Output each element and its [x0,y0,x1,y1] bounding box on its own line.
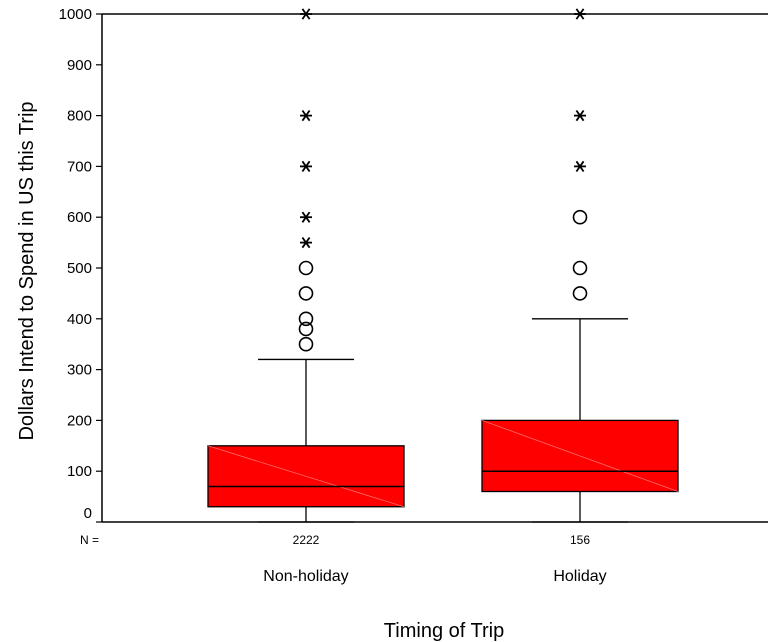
y-tick-label: 900 [67,57,92,74]
outlier-point [298,336,314,352]
n-count-label: 156 [570,533,590,547]
extreme-stroke [575,8,585,20]
y-tick-label: 200 [67,412,92,429]
extreme-stroke [301,8,311,20]
boxes [207,8,679,523]
extreme-point [574,109,586,122]
x-axis-label: Timing of Trip [384,620,504,642]
y-axis: 0 100 200 300 400 500 600 700 800 900 1000 [59,6,102,523]
extreme-point [300,8,312,20]
n-label: N = [80,533,99,547]
y-tick-label: 800 [67,108,92,125]
extreme-point [300,236,312,249]
y-tick-label: 100 [67,463,92,480]
outlier-point [298,286,314,301]
extreme-point [574,8,586,20]
extreme-stroke [301,109,311,122]
outlier-point [298,260,314,276]
box-group-holiday [481,8,679,523]
extreme-stroke [575,160,585,173]
extreme-point [300,211,312,223]
y-axis-label: Dollars Intend to Spend in US this Trip [16,101,38,440]
extreme-stroke [301,211,311,223]
extreme-point [574,160,586,173]
category-label: Holiday [553,568,606,585]
outlier-point [572,286,588,301]
box-group-non-holiday [207,8,405,523]
outlier-point [572,209,588,225]
extreme-point [300,160,312,173]
y-tick-label: 0 [84,505,92,522]
n-count-label: 2222 [293,533,320,547]
extreme-stroke [575,109,585,122]
y-tick-label: 700 [67,158,92,175]
x-axis: 2222 Non-holiday 156 Holiday [263,533,606,585]
extreme-stroke [301,236,311,249]
y-tick-label: 300 [67,362,92,379]
y-tick-label: 600 [67,209,92,226]
y-tick-label: 500 [67,260,92,277]
outlier-point [298,311,314,327]
category-label: Non-holiday [263,568,348,585]
y-tick-label: 400 [67,311,92,328]
y-tick-label: 1000 [59,6,92,23]
extreme-point [300,109,312,122]
outlier-point [298,321,314,337]
extreme-stroke [301,160,311,173]
box-sheen [481,420,679,492]
box-sheen [207,445,405,508]
outlier-point [572,260,588,276]
